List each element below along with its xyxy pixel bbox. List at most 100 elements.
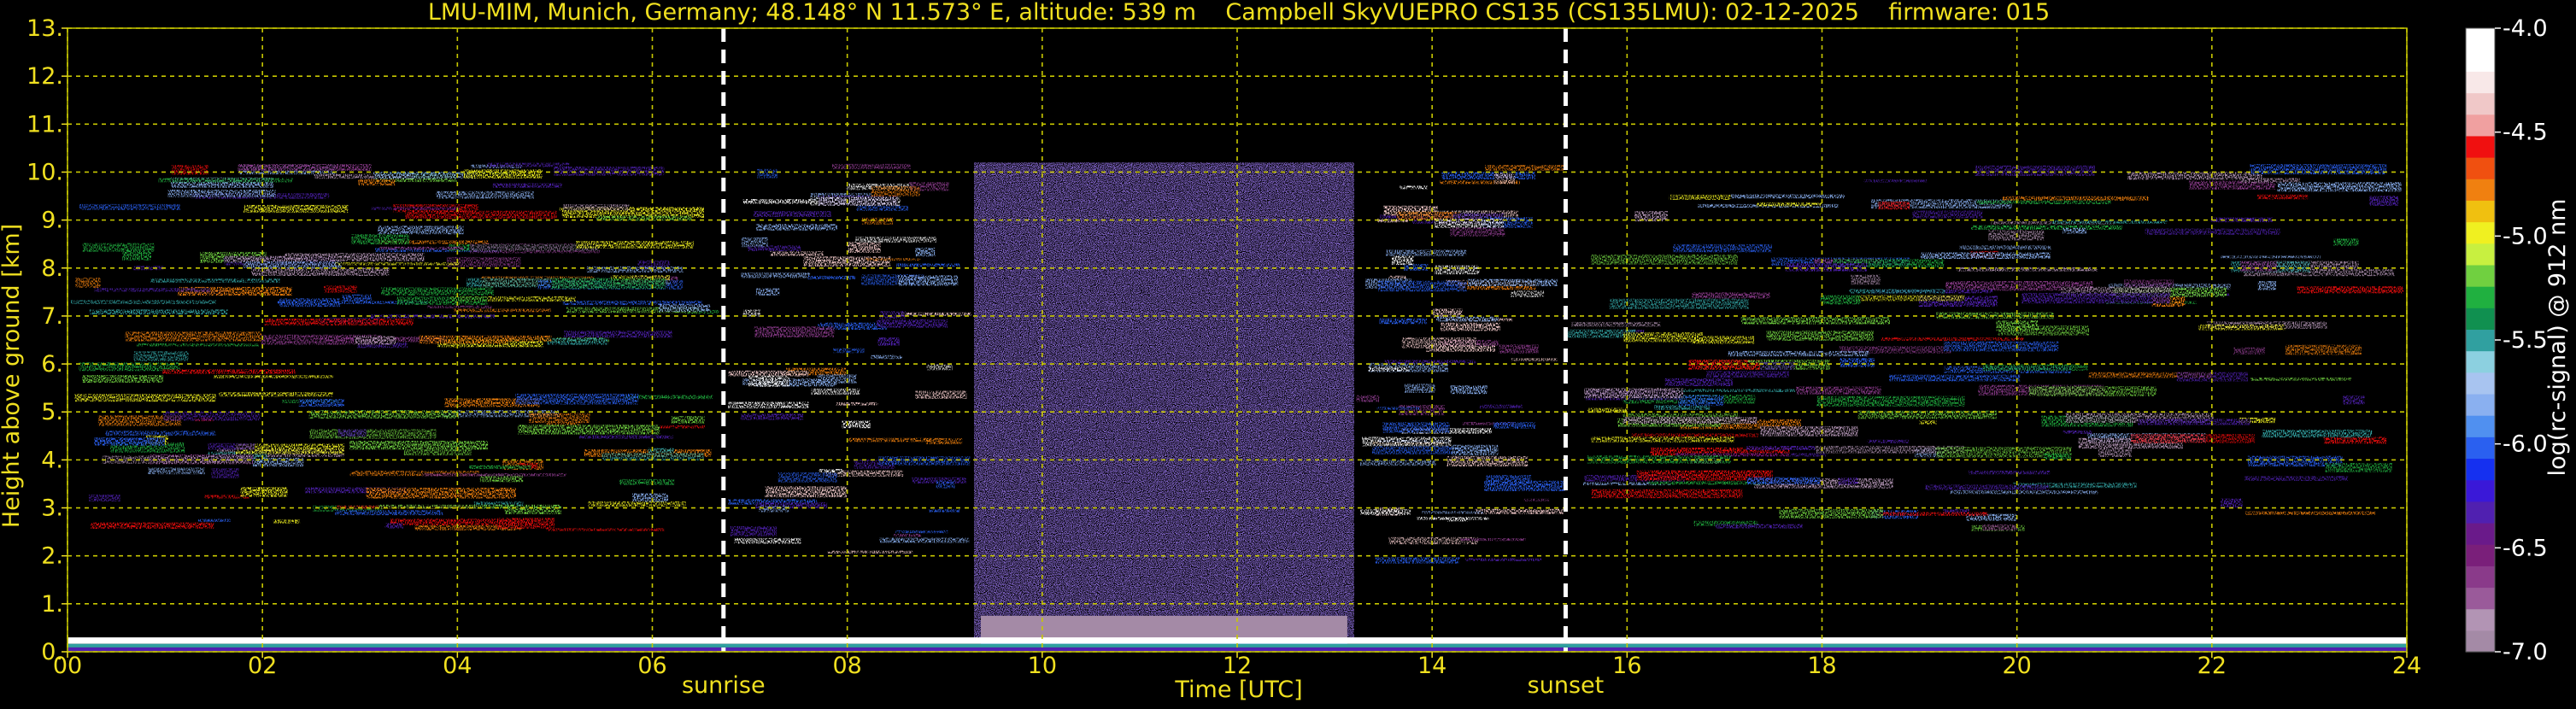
x-tick-label: 00 <box>53 653 82 679</box>
signal-patch <box>528 413 590 424</box>
signal-patch <box>833 348 865 354</box>
colorbar-tick-label: -6.5 <box>2503 535 2548 561</box>
signal-patch <box>304 487 408 494</box>
signal-patch <box>251 457 304 467</box>
colorbar-tick-label: -6.0 <box>2503 431 2548 458</box>
signal-patch <box>1356 395 1380 402</box>
signal-patch <box>1440 322 1500 331</box>
y-tick-label: 5. <box>41 399 63 425</box>
signal-patch <box>855 237 936 243</box>
signal-patch <box>1968 471 2051 475</box>
y-tick-label: 9. <box>41 208 63 234</box>
signal-patch <box>2244 476 2349 481</box>
signal-patch <box>1386 249 1467 256</box>
signal-patch <box>1446 517 1470 522</box>
x-tick-label: 18 <box>1807 653 1836 679</box>
signal-patch <box>2138 419 2250 425</box>
signal-patch <box>1935 447 2072 458</box>
signal-patch <box>757 168 777 179</box>
colorbar-tick-label: -5.0 <box>2503 223 2548 249</box>
signal-patch <box>2250 378 2352 381</box>
signal-patch <box>403 448 472 456</box>
signal-patch <box>1881 337 2024 341</box>
signal-patch <box>878 456 971 466</box>
y-tick-label: 10. <box>26 159 63 185</box>
signal-patch <box>659 304 711 312</box>
signal-patch <box>1440 180 1520 185</box>
signal-patch <box>1433 308 1463 318</box>
signal-patch <box>1679 419 1801 430</box>
signal-patch <box>1397 211 1453 220</box>
signal-patch <box>1957 267 2098 272</box>
colorbar-tick-label: -4.5 <box>2503 120 2548 146</box>
signal-patch <box>1360 460 1436 466</box>
y-tick-label: 3. <box>41 495 63 522</box>
signal-patch <box>1636 470 1773 481</box>
signal-patch <box>1634 211 1668 222</box>
signal-patch <box>1942 509 1970 514</box>
signal-patch <box>442 410 560 418</box>
grid-lines <box>67 27 2408 653</box>
signal-patch <box>351 234 409 245</box>
signal-patch <box>2176 372 2248 382</box>
signal-patch <box>871 186 920 196</box>
signal-patch <box>378 226 464 235</box>
colorbar-label: log(rc-signal) @ 912 nm <box>2544 199 2571 477</box>
signal-patch <box>2286 344 2362 355</box>
signal-patch <box>487 162 570 167</box>
sun-markers: sunrise sunset <box>682 28 1604 699</box>
signal-patch <box>546 528 665 531</box>
signal-patch <box>469 465 531 469</box>
signal-patch <box>742 309 760 317</box>
signal-patch <box>1584 475 1686 482</box>
signal-patch <box>1467 278 1558 286</box>
signal-patch <box>2052 220 2168 224</box>
signal-patch <box>1511 290 1545 297</box>
marker-label-sunrise: sunrise <box>682 672 766 699</box>
signal-patch <box>1912 210 1983 219</box>
signal-patch <box>1746 446 1815 450</box>
x-tick-label: 06 <box>637 653 666 679</box>
signal-patch <box>894 534 922 537</box>
signal-patch <box>469 243 601 254</box>
signal-patch <box>1959 245 2051 250</box>
signal-patch <box>1465 558 1542 561</box>
signal-patch <box>97 415 182 426</box>
signal-patch <box>277 301 428 304</box>
signal-patch <box>2262 430 2373 438</box>
signal-patch <box>133 351 189 361</box>
signal-patch <box>1760 361 1795 371</box>
signal-patch <box>1730 194 1845 199</box>
signal-patch <box>1584 388 1684 399</box>
signal-patch <box>93 288 211 292</box>
signal-patch <box>1391 255 1414 266</box>
signal-patch <box>936 480 955 489</box>
colorbar-tick-label: -7.0 <box>2503 639 2548 665</box>
signal-patch <box>1368 366 1410 372</box>
signal-patch <box>915 390 967 399</box>
signal-patch <box>1435 265 1480 275</box>
signal-patch <box>632 493 668 502</box>
signal-patch <box>355 336 396 345</box>
signal-patch <box>1833 259 1945 268</box>
signal-patch <box>928 509 960 513</box>
signal-patch <box>324 285 357 293</box>
signal-patch <box>375 248 501 253</box>
signal-patch <box>506 335 552 342</box>
signal-patch <box>2257 281 2277 290</box>
colorbar-segment <box>2466 71 2495 94</box>
signal-patch <box>261 334 383 345</box>
signal-patch <box>1925 484 2050 490</box>
signal-patch <box>831 163 911 170</box>
signal-patch <box>251 267 390 276</box>
signal-patch <box>895 263 960 267</box>
signal-patch <box>453 308 551 313</box>
signal-patch <box>1693 520 1758 526</box>
signal-patch <box>89 494 120 502</box>
signal-patch <box>624 395 713 400</box>
signal-patch <box>1820 295 1861 305</box>
signal-patch <box>842 420 871 429</box>
x-tick-label: 04 <box>443 653 472 679</box>
signal-patch <box>2240 178 2300 183</box>
